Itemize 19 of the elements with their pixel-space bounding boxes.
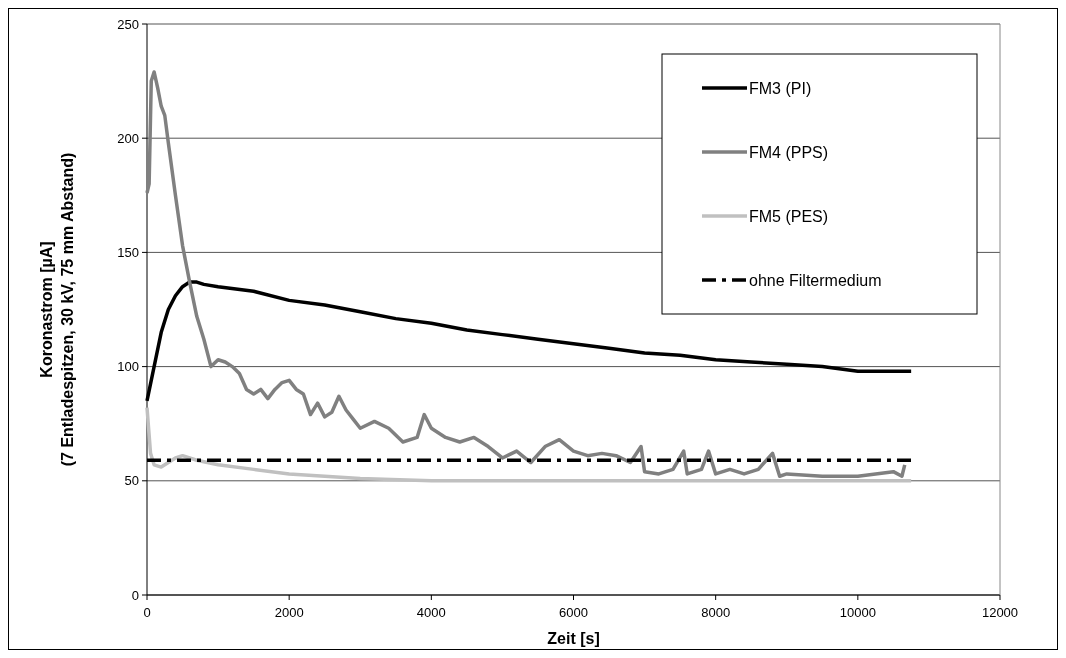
x-tick-label: 4000 bbox=[416, 605, 446, 620]
legend-label: FM4 (PPS) bbox=[749, 143, 829, 161]
x-tick-label: 10000 bbox=[839, 605, 876, 620]
y-tick-label: 250 bbox=[117, 16, 139, 32]
y-tick-label: 50 bbox=[124, 473, 139, 489]
legend-label: ohne Filtermedium bbox=[749, 271, 882, 289]
y-tick-label: 150 bbox=[117, 244, 139, 260]
y-tick-label: 0 bbox=[131, 587, 139, 603]
x-tick-label: 2000 bbox=[274, 605, 304, 620]
x-tick-label: 12000 bbox=[981, 605, 1019, 620]
x-tick-label: 6000 bbox=[559, 605, 588, 620]
y-axis-title: Koronastrom [µA] (7 Entladespitzen, 30 kV, 75 mm Abstand) bbox=[38, 152, 76, 467]
x-tick-label: 8000 bbox=[701, 605, 731, 620]
legend-label: FM3 (PI) bbox=[749, 79, 812, 97]
y-tick-label: 200 bbox=[117, 130, 139, 146]
x-tick-label: 0 bbox=[143, 605, 151, 620]
y-tick-label: 100 bbox=[117, 359, 139, 375]
x-axis-title: Zeit [s] bbox=[547, 630, 600, 647]
legend-label: FM5 (PES) bbox=[749, 207, 829, 225]
